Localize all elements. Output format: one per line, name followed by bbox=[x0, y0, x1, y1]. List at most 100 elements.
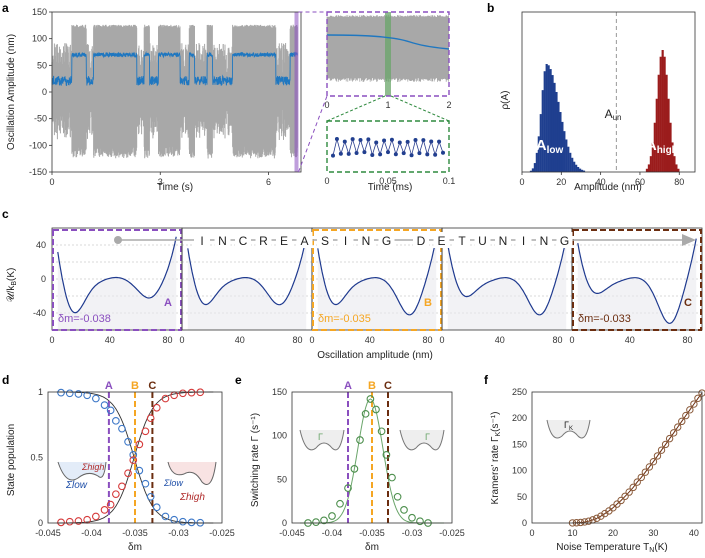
data-point bbox=[584, 517, 593, 525]
ytick-label: 0 bbox=[522, 518, 527, 528]
xtick-label: 80 bbox=[674, 177, 684, 187]
potential-shade bbox=[317, 238, 437, 330]
xtick-label: 40 bbox=[235, 335, 245, 345]
histogram-bar-low bbox=[529, 170, 533, 172]
data-point-high bbox=[124, 469, 132, 478]
histogram-bar-low bbox=[561, 121, 564, 172]
histogram-bar-high bbox=[649, 156, 652, 172]
histogram-bar-low bbox=[535, 152, 538, 172]
box-letter: B bbox=[424, 297, 432, 309]
ytick-label: 0 bbox=[282, 518, 287, 528]
banner-letter: I bbox=[200, 234, 203, 248]
potential-curve bbox=[187, 237, 307, 306]
histogram-bar-low bbox=[579, 168, 582, 172]
banner-letter-bg bbox=[276, 232, 292, 248]
gamma-k-label: ΓK bbox=[564, 420, 573, 432]
ytick-label: -100 bbox=[29, 140, 47, 150]
well-icon-high bbox=[167, 461, 217, 485]
data-point bbox=[377, 427, 386, 436]
ytick-label: 50 bbox=[517, 492, 527, 502]
histogram-bar-low bbox=[551, 75, 554, 172]
data-point bbox=[601, 509, 609, 518]
banner-letter: G bbox=[560, 234, 569, 248]
gamma-label-right: Γ bbox=[425, 432, 430, 442]
data-point bbox=[580, 518, 589, 526]
sigma-high-label-left: Σhigh bbox=[81, 462, 104, 472]
xtick-label: 0 bbox=[179, 335, 184, 345]
marker-letter: A bbox=[105, 380, 113, 392]
xtick-label: 80 bbox=[163, 335, 173, 345]
potential-shade bbox=[187, 237, 307, 330]
data-point-low bbox=[124, 437, 132, 446]
xtick-label: 3 bbox=[158, 177, 163, 187]
sigma-low-label-right: Σlow bbox=[163, 478, 183, 488]
plot-frame bbox=[47, 391, 223, 524]
data-point-low bbox=[129, 451, 138, 459]
histogram-bar-low bbox=[541, 90, 544, 172]
data-point bbox=[613, 500, 621, 508]
data-point bbox=[645, 463, 654, 471]
banner-letter: N bbox=[499, 234, 508, 248]
histogram-bar-high bbox=[673, 156, 676, 172]
histogram-bar-low bbox=[555, 91, 558, 172]
panel-label-e: e bbox=[235, 373, 242, 387]
data-point bbox=[625, 488, 633, 496]
data-point bbox=[400, 506, 408, 514]
panel-label-c: c bbox=[2, 207, 9, 221]
xtick-label: 40 bbox=[495, 335, 505, 345]
inset-frame-green bbox=[326, 120, 450, 173]
panel-d-ylabel: State population bbox=[6, 424, 17, 496]
inset-top-tick-label: 2 bbox=[446, 100, 451, 110]
inset-sample-point bbox=[331, 153, 335, 158]
data-point bbox=[609, 504, 617, 512]
data-point-high bbox=[146, 414, 155, 423]
potential-curve bbox=[317, 237, 437, 316]
data-point bbox=[637, 473, 645, 482]
data-point-high bbox=[170, 391, 178, 400]
highlight-box bbox=[52, 229, 182, 331]
xtick-label: -0.025 bbox=[439, 528, 465, 538]
panel-d: d State population δm A B C -0.045 -0.04 -0.0… bbox=[2, 373, 235, 553]
xtick-label: 80 bbox=[293, 335, 303, 345]
histogram-bar-low bbox=[553, 82, 556, 172]
data-point-low bbox=[57, 388, 65, 397]
data-point bbox=[653, 452, 662, 460]
histogram-bar-high bbox=[671, 142, 674, 172]
panel-d-xlabel: δm bbox=[128, 542, 142, 553]
panel-e-xlabel: δm bbox=[365, 542, 379, 553]
xtick-label: -0.03 bbox=[168, 528, 189, 538]
panel-f-xlabel: Noise Temperature TN(K) bbox=[556, 542, 667, 554]
potential-shade bbox=[57, 236, 177, 330]
xtick-label: 40 bbox=[365, 335, 375, 345]
banner-letter: C bbox=[239, 234, 248, 248]
xtick-label: 80 bbox=[553, 335, 563, 345]
xtick-label: 0 bbox=[569, 335, 574, 345]
data-point-low bbox=[135, 466, 144, 475]
histogram-bar-high bbox=[653, 122, 656, 172]
data-point bbox=[593, 514, 601, 522]
well-icon-left bbox=[299, 429, 345, 451]
histogram-bar-low bbox=[565, 139, 568, 172]
inset-top-tick-label: 0 bbox=[324, 100, 329, 110]
banner-letter-bg bbox=[495, 232, 511, 248]
ytick-label: 40 bbox=[36, 240, 46, 250]
xtick-label: -0.045 bbox=[279, 528, 305, 538]
histogram-bar-high bbox=[661, 50, 664, 172]
ytick-label: 0 bbox=[42, 87, 47, 97]
xtick-label: -0.035 bbox=[122, 528, 148, 538]
box-delta: δm=-0.035 bbox=[318, 313, 371, 325]
xtick-label: -0.035 bbox=[359, 528, 385, 538]
histogram-bar-low bbox=[575, 164, 578, 172]
data-point-high bbox=[135, 440, 144, 449]
banner-letter-bg bbox=[214, 232, 231, 248]
histogram-bar-low bbox=[567, 146, 570, 172]
data-point-high bbox=[161, 394, 170, 403]
data-point-high bbox=[91, 512, 100, 521]
data-point-low bbox=[179, 517, 187, 526]
xtick-label: 40 bbox=[689, 528, 699, 538]
ytick-label: 50 bbox=[277, 474, 287, 484]
xtick-label: 0 bbox=[309, 335, 314, 345]
data-point bbox=[356, 436, 364, 444]
xtick-label: 0 bbox=[529, 528, 534, 538]
banner-letter-bg bbox=[194, 232, 210, 248]
